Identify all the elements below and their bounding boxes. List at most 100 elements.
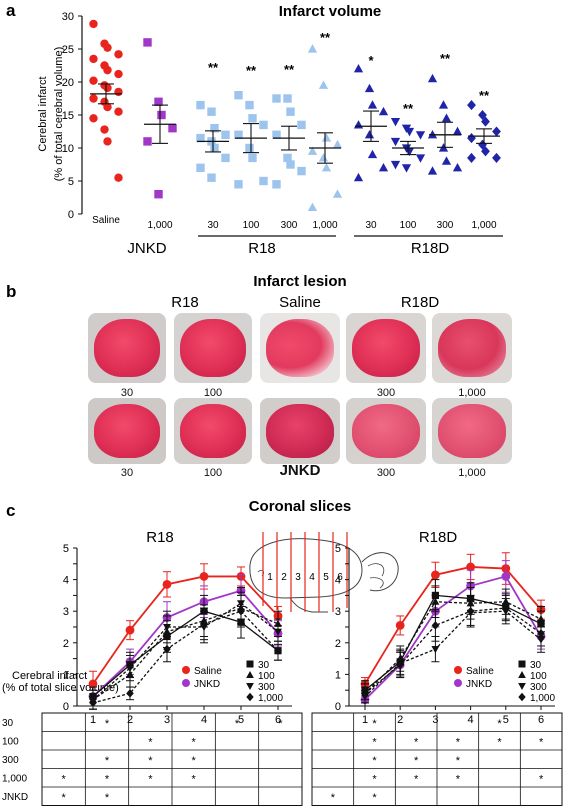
- data-point: [441, 113, 452, 122]
- data-point: [318, 153, 329, 162]
- r18-table-star: *: [148, 755, 153, 767]
- data-point: [321, 162, 332, 172]
- significance-marker: *: [368, 53, 374, 68]
- x-tick-label: 1,000: [471, 220, 496, 231]
- brain-photo-r18d-1000-b: [432, 398, 512, 464]
- data-point: [438, 100, 449, 109]
- data-point: [259, 120, 268, 130]
- data-point: [404, 147, 415, 157]
- brain-photo-saline: [260, 313, 340, 383]
- r18-y-tick-label: 4: [63, 575, 69, 587]
- diagram-number: 2: [281, 572, 287, 583]
- data-point: [481, 146, 490, 157]
- diagram-number: 4: [309, 572, 315, 583]
- photo-label: 30: [120, 387, 134, 399]
- data-point: [207, 107, 216, 116]
- data-point: [100, 125, 109, 134]
- data-point: [103, 43, 112, 52]
- r18-table-star: *: [192, 755, 197, 767]
- data-point: [234, 130, 243, 139]
- x-tick-label: 300: [281, 220, 298, 231]
- r18-table-star: *: [235, 718, 240, 730]
- header-saline: Saline: [279, 294, 321, 311]
- r18d-table-star: *: [331, 792, 336, 804]
- data-point: [364, 129, 375, 139]
- data-point: [248, 114, 257, 123]
- r18d-x-tick-label: 5: [503, 714, 509, 726]
- data-point: [367, 149, 378, 159]
- data-point: [210, 143, 219, 153]
- r18d-table-star: *: [414, 774, 419, 786]
- data-point: [364, 83, 375, 93]
- r18-data-point: [126, 665, 134, 673]
- r18-data-point: [163, 623, 171, 632]
- r18d-x-tick-label: 6: [538, 714, 544, 726]
- data-point: [210, 124, 219, 133]
- r18d-legend-marker: [454, 679, 462, 687]
- r18d-data-point: [431, 570, 440, 580]
- data-point: [168, 124, 177, 133]
- panel-a-title: Infarct volume: [279, 3, 382, 20]
- r18-x-tick-label: 2: [127, 714, 133, 726]
- table-row-label: 30: [2, 718, 14, 729]
- data-point: [492, 126, 501, 137]
- r18-legend-label: 1,000: [258, 693, 283, 704]
- y-tick-label: 0: [68, 209, 74, 221]
- r18d-y-tick-label: 2: [335, 638, 341, 650]
- data-point: [196, 100, 205, 110]
- r18d-y-tick-label: 5: [335, 543, 341, 555]
- data-point: [401, 164, 412, 173]
- r18-data-point: [199, 572, 209, 581]
- data-point: [103, 102, 112, 112]
- x-tick-label: 1,000: [147, 220, 172, 231]
- r18-series-line: [92, 607, 279, 701]
- data-point: [478, 139, 487, 150]
- significance-marker: **: [320, 30, 331, 45]
- r18d-y-tick-label: 3: [335, 606, 341, 618]
- data-point: [114, 87, 123, 97]
- panel-b-letter: b: [6, 282, 16, 301]
- r18d-legend-marker: [518, 692, 526, 702]
- r18-data-point: [163, 644, 171, 654]
- x-tick-label: 1,000: [312, 220, 337, 231]
- r18d-x-tick-label: 3: [432, 714, 438, 726]
- r18d-x-tick-label: 1: [362, 714, 368, 726]
- r18d-data-point: [431, 621, 440, 630]
- data-point: [332, 189, 343, 198]
- data-point: [307, 202, 318, 211]
- r18d-table-star: *: [497, 718, 502, 730]
- table-row-label: 300: [2, 755, 19, 766]
- r18d-table-star: *: [372, 774, 377, 786]
- data-point: [103, 137, 112, 146]
- r18d-data-point: [396, 660, 404, 670]
- diagram-number: 6: [337, 572, 343, 583]
- photo-label-jnkd: JNKD: [279, 462, 321, 479]
- data-point: [221, 130, 230, 139]
- data-point: [297, 166, 306, 176]
- data-point: [481, 116, 490, 127]
- r18-y-tick-label: 0: [63, 701, 69, 713]
- r18-table-star: *: [62, 774, 67, 786]
- data-point: [390, 160, 401, 170]
- data-point: [286, 160, 295, 169]
- r18d-legend-label: 300: [530, 682, 547, 693]
- data-point: [272, 130, 281, 139]
- r18-legend-label: Saline: [194, 666, 222, 677]
- r18-table-star: *: [105, 792, 110, 804]
- r18-x-tick-label: 4: [201, 714, 207, 726]
- r18d-data-point: [361, 689, 369, 698]
- r18d-data-point: [466, 562, 475, 572]
- r18-legend-label: 30: [258, 660, 270, 671]
- data-point: [441, 156, 452, 165]
- r18d-table-star: *: [456, 737, 461, 749]
- x-tick-label: 30: [365, 220, 377, 231]
- r18d-data-point: [502, 603, 510, 613]
- data-point: [114, 173, 123, 182]
- r18-data-point: [89, 698, 97, 708]
- data-point: [353, 63, 364, 73]
- r18d-legend-label: 100: [530, 671, 547, 682]
- r18d-data-point: [466, 606, 475, 616]
- brain-photo-r18-100-b: [174, 398, 252, 464]
